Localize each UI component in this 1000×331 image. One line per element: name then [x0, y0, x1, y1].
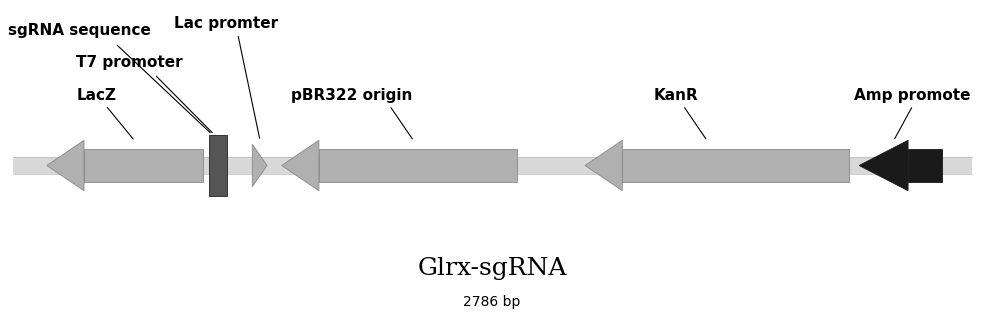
Bar [13, 157, 972, 174]
Text: LacZ: LacZ [76, 88, 116, 103]
Polygon shape [859, 140, 908, 191]
Bar [622, 149, 849, 182]
Text: pBR322 origin: pBR322 origin [291, 88, 413, 103]
Text: 2786 bp: 2786 bp [463, 295, 521, 309]
Polygon shape [585, 140, 622, 191]
Polygon shape [252, 144, 267, 187]
Text: Amp promote: Amp promote [854, 88, 971, 103]
Bar [319, 149, 517, 182]
Bar [84, 149, 203, 182]
Text: Lac promter: Lac promter [174, 17, 278, 31]
Bar [209, 135, 227, 196]
Text: KanR: KanR [654, 88, 698, 103]
Text: Glrx-sgRNA: Glrx-sgRNA [417, 257, 567, 279]
Text: T7 promoter: T7 promoter [76, 56, 183, 71]
Polygon shape [47, 140, 84, 191]
Bar [908, 149, 942, 182]
Polygon shape [282, 140, 319, 191]
Text: sgRNA sequence: sgRNA sequence [8, 23, 151, 38]
